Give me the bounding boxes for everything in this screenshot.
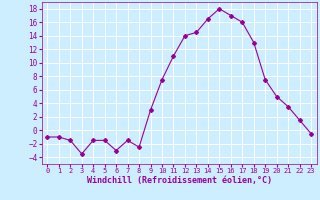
X-axis label: Windchill (Refroidissement éolien,°C): Windchill (Refroidissement éolien,°C) [87, 176, 272, 185]
